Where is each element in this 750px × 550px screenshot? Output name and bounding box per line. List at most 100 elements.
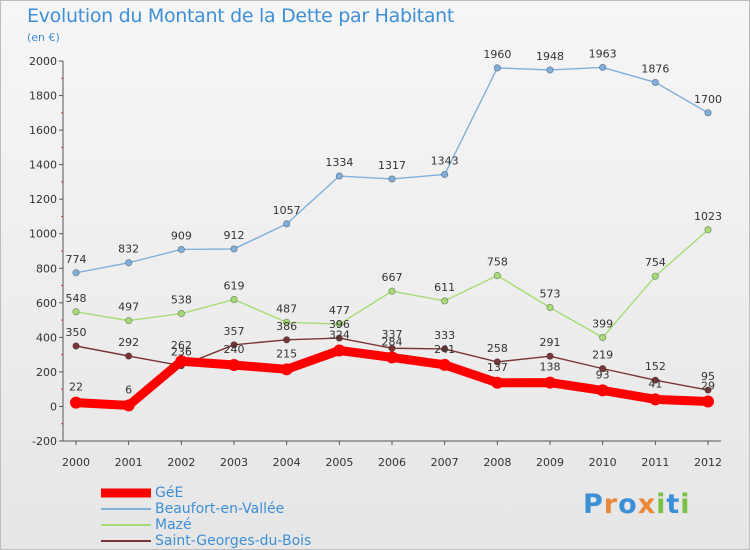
y-tick-label: 1600 bbox=[29, 124, 57, 137]
data-label-1: 1317 bbox=[378, 159, 406, 172]
logo-letter: i bbox=[656, 489, 667, 520]
data-point-1 bbox=[283, 220, 291, 228]
data-point-0 bbox=[491, 376, 504, 389]
data-label-1: 1057 bbox=[273, 204, 301, 217]
y-tick-label: -200 bbox=[32, 435, 57, 448]
data-label-1: 1343 bbox=[431, 154, 459, 167]
y-tick-label: 400 bbox=[36, 331, 57, 344]
x-tick-label: 2011 bbox=[641, 456, 669, 469]
data-label-3: 95 bbox=[701, 370, 715, 383]
data-label-0: 241 bbox=[434, 343, 455, 356]
data-point-0 bbox=[122, 399, 135, 412]
logo-letter: x bbox=[637, 489, 657, 520]
y-minor-tick bbox=[61, 388, 63, 390]
data-point-2 bbox=[283, 318, 291, 326]
data-label-1: 1960 bbox=[483, 48, 511, 61]
x-tick-label: 2012 bbox=[694, 456, 722, 469]
data-point-1 bbox=[125, 259, 133, 267]
data-point-0 bbox=[175, 355, 188, 368]
y-minor-tick bbox=[61, 354, 63, 356]
data-label-2: 667 bbox=[382, 271, 403, 284]
data-point-1 bbox=[388, 175, 396, 183]
x-tick-label: 2000 bbox=[62, 456, 90, 469]
data-label-2: 487 bbox=[276, 302, 297, 315]
data-label-3: 396 bbox=[329, 318, 350, 331]
data-point-1 bbox=[72, 269, 80, 277]
data-point-3 bbox=[441, 345, 449, 353]
data-point-3 bbox=[599, 365, 607, 373]
data-point-2 bbox=[335, 320, 343, 328]
data-point-1 bbox=[441, 170, 449, 179]
legend-item-beaufort: Beaufort-en-Vallée bbox=[101, 501, 311, 517]
data-point-3 bbox=[493, 358, 501, 366]
legend-label-beaufort: Beaufort-en-Vallée bbox=[155, 501, 285, 517]
logo-letter: i bbox=[680, 489, 691, 520]
y-tick-label: 1000 bbox=[29, 228, 57, 241]
data-point-2 bbox=[441, 297, 449, 305]
data-point-1 bbox=[335, 172, 343, 180]
y-tick-label: 200 bbox=[36, 366, 57, 379]
data-point-3 bbox=[546, 352, 554, 360]
data-point-2 bbox=[599, 333, 607, 342]
data-point-0 bbox=[280, 363, 293, 376]
data-label-2: 399 bbox=[592, 318, 613, 331]
data-label-3: 236 bbox=[171, 346, 192, 359]
data-label-2: 611 bbox=[434, 281, 455, 294]
data-label-3: 152 bbox=[645, 360, 666, 373]
data-label-3: 337 bbox=[382, 328, 403, 341]
data-label-2: 758 bbox=[487, 256, 508, 269]
data-label-0: 29 bbox=[701, 379, 715, 392]
data-point-1 bbox=[546, 66, 554, 74]
data-point-1 bbox=[704, 109, 712, 117]
x-tick-label: 2002 bbox=[167, 456, 195, 469]
chart-legend: GéE Beaufort-en-Vallée Mazé Saint-George… bbox=[101, 485, 311, 549]
data-label-2: 619 bbox=[224, 280, 245, 293]
data-label-3: 291 bbox=[540, 336, 561, 349]
data-label-1: 1963 bbox=[589, 47, 617, 60]
data-label-0: 284 bbox=[382, 335, 403, 348]
data-label-0: 215 bbox=[276, 347, 297, 360]
y-minor-tick bbox=[61, 423, 63, 425]
data-label-0: 324 bbox=[329, 328, 350, 341]
data-point-0 bbox=[70, 396, 82, 409]
x-tick-label: 2003 bbox=[220, 456, 248, 469]
data-point-0 bbox=[596, 384, 609, 397]
data-label-3: 292 bbox=[118, 336, 139, 349]
legend-label-saint-georges: Saint-Georges-du-Bois bbox=[155, 533, 312, 549]
data-point-2 bbox=[546, 303, 554, 312]
data-label-0: 262 bbox=[171, 339, 192, 352]
data-label-0: 22 bbox=[69, 381, 83, 394]
x-tick-label: 2005 bbox=[325, 456, 353, 469]
data-label-3: 258 bbox=[487, 342, 508, 355]
y-minor-tick bbox=[61, 319, 63, 321]
data-label-2: 573 bbox=[540, 287, 561, 300]
proxiti-logo: Proxiti bbox=[583, 489, 691, 520]
x-tick-label: 2004 bbox=[273, 456, 301, 469]
data-label-3: 219 bbox=[592, 349, 613, 362]
data-label-1: 832 bbox=[118, 243, 139, 256]
data-point-1 bbox=[493, 64, 501, 72]
chart-title: Evolution du Montant de la Dette par Hab… bbox=[27, 5, 455, 27]
data-point-3 bbox=[230, 341, 238, 349]
y-minor-tick bbox=[61, 77, 63, 79]
data-point-0 bbox=[544, 376, 556, 389]
data-point-2 bbox=[651, 272, 659, 280]
data-point-0 bbox=[228, 359, 240, 371]
y-tick-label: 2000 bbox=[29, 55, 57, 68]
data-point-2 bbox=[704, 226, 712, 234]
data-label-2: 497 bbox=[118, 301, 139, 314]
data-label-0: 6 bbox=[125, 383, 132, 396]
data-label-2: 538 bbox=[171, 294, 192, 307]
data-point-0 bbox=[702, 395, 714, 408]
data-label-1: 1948 bbox=[536, 50, 564, 63]
data-label-0: 93 bbox=[596, 368, 610, 381]
data-point-2 bbox=[125, 317, 133, 325]
data-label-0: 137 bbox=[487, 361, 508, 374]
y-tick-label: 1400 bbox=[29, 159, 57, 172]
data-label-3: 333 bbox=[434, 329, 455, 342]
x-tick-label: 2009 bbox=[536, 456, 564, 469]
data-label-1: 774 bbox=[66, 253, 87, 266]
data-point-0 bbox=[386, 351, 398, 364]
data-label-1: 912 bbox=[224, 229, 245, 242]
